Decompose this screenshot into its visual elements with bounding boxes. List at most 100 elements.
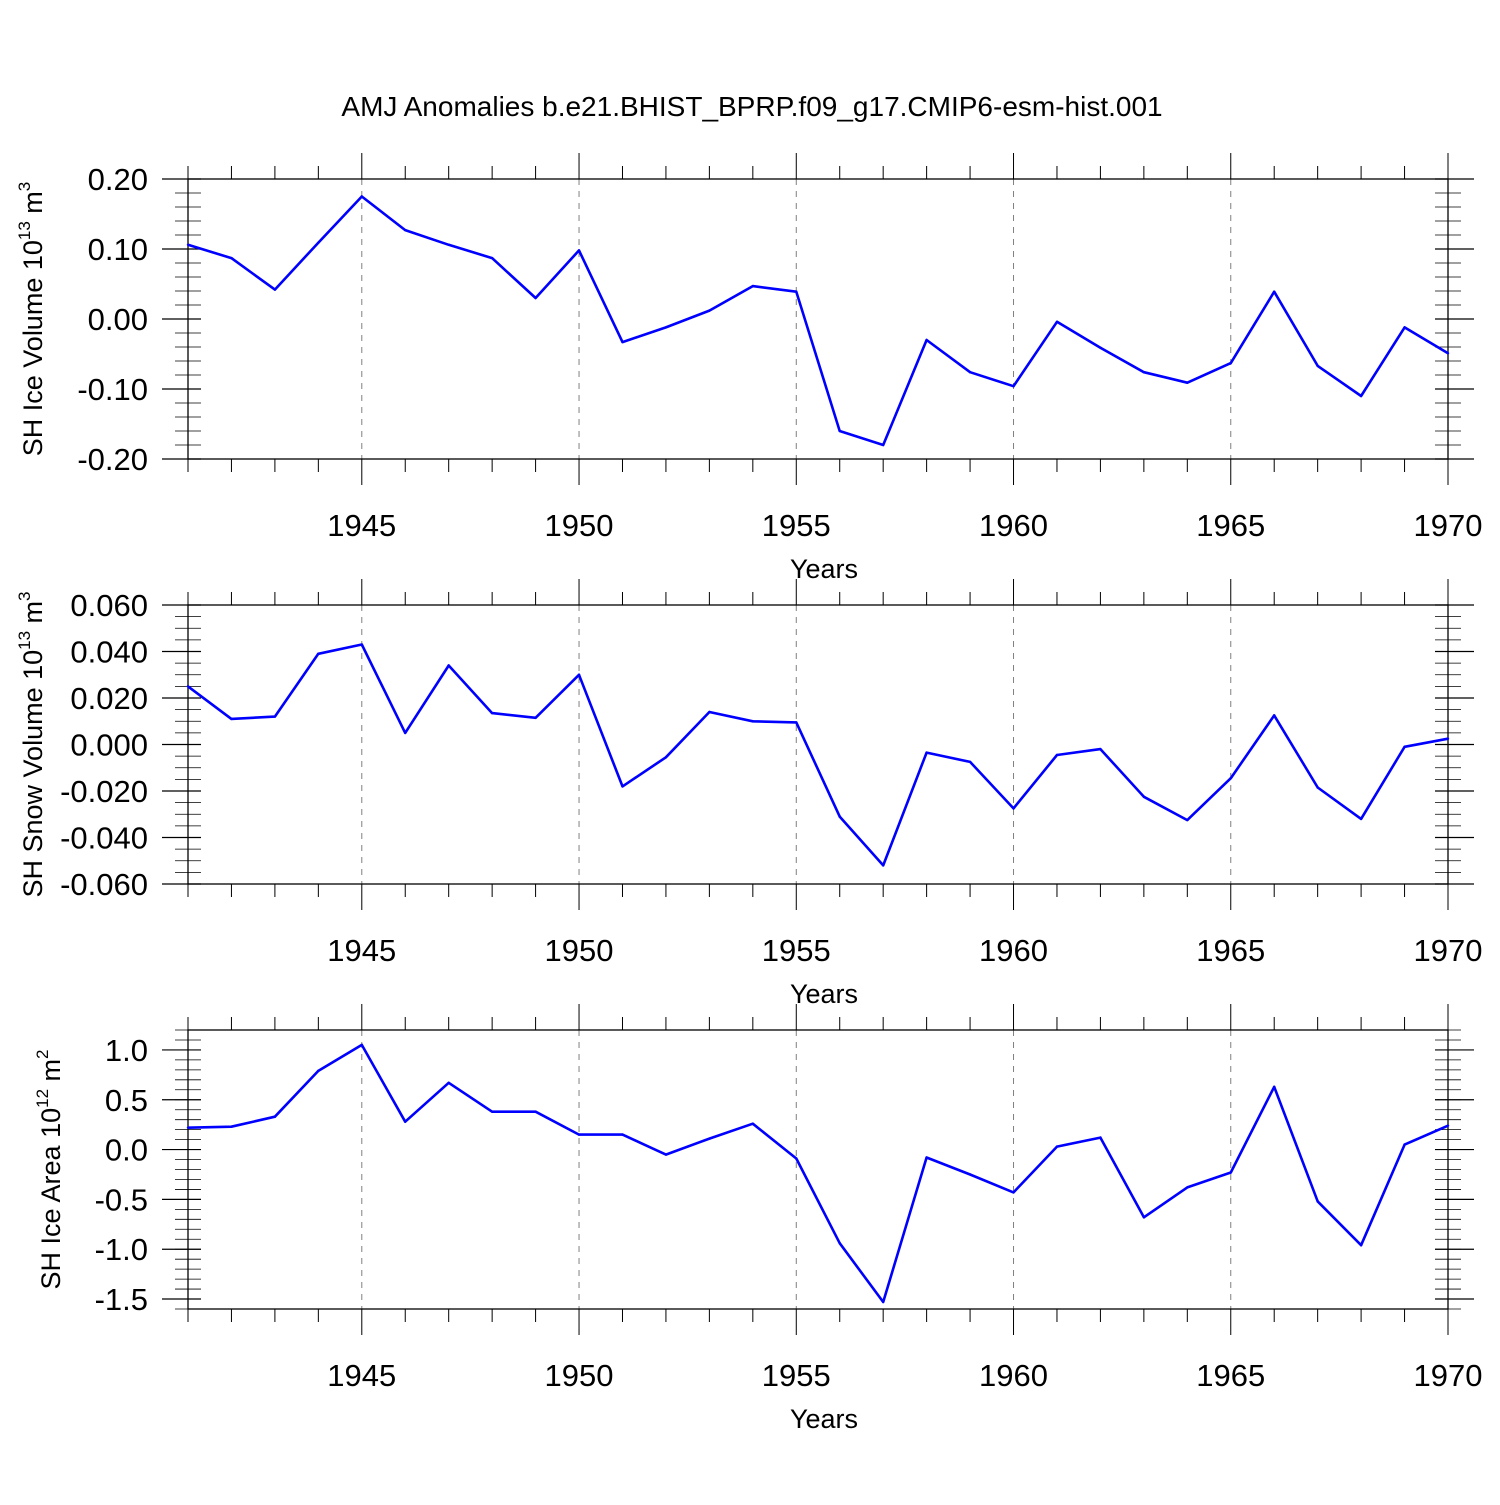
data-point (534, 716, 537, 719)
data-point (968, 371, 972, 374)
data-point (795, 1157, 798, 1160)
data-point (925, 751, 928, 754)
data-point (404, 731, 407, 735)
data-point (1316, 364, 1319, 368)
data-point (230, 717, 233, 721)
data-point (751, 1122, 755, 1125)
data-point (1186, 381, 1189, 384)
data-point (360, 195, 363, 198)
data-point (664, 326, 668, 329)
data-point (838, 1242, 841, 1245)
data-point (621, 340, 624, 344)
y-tick-label: 0.020 (70, 681, 148, 716)
data-point (404, 1120, 407, 1123)
data-point (1142, 371, 1146, 374)
y-tick-label: 1.0 (105, 1033, 148, 1068)
data-point (1099, 747, 1102, 751)
data-point (664, 1153, 668, 1156)
data-point (1142, 1216, 1146, 1219)
x-tick-label: 1955 (762, 933, 831, 968)
data-point (1055, 320, 1059, 323)
y-tick-label: 0.000 (70, 728, 148, 763)
y-tick-label: -1.5 (95, 1282, 148, 1317)
x-tick-label: 1945 (327, 508, 396, 543)
data-point (273, 715, 277, 718)
data-point (230, 1125, 233, 1128)
panel-2: 0.060 0.040 0.020 0.000 -0.020 -0.040 -0.060 19… (15, 579, 1482, 1009)
data-point (273, 288, 277, 291)
y-tick-label: -0.10 (77, 372, 148, 407)
data-point (1229, 361, 1232, 365)
data-point (1055, 1145, 1059, 1148)
series-line (187, 195, 1449, 447)
x-tick-label: 1960 (979, 1358, 1048, 1393)
chart-title: AMJ Anomalies b.e21.BHIST_BPRP.f09_g17.C… (341, 91, 1162, 122)
y-tick-label: 0.5 (105, 1083, 148, 1118)
series-line (187, 1043, 1449, 1304)
data-point (838, 815, 841, 818)
y-tick-label: 0.10 (88, 232, 148, 267)
data-point (795, 721, 798, 724)
data-point (1186, 1186, 1189, 1189)
data-point (1012, 385, 1015, 388)
data-point (1359, 1244, 1363, 1247)
data-point (447, 664, 450, 667)
data-point (968, 760, 972, 764)
data-point (1012, 807, 1015, 810)
series-line (187, 643, 1449, 867)
y-tick-label: -0.20 (77, 442, 148, 477)
data-point (1446, 1124, 1450, 1127)
x-tick-label: 1970 (1414, 508, 1483, 543)
x-tick-label: 1950 (545, 1358, 614, 1393)
data-point (1055, 753, 1059, 757)
data-point (621, 785, 624, 788)
data-point (1273, 714, 1276, 717)
x-tick-label: 1945 (327, 933, 396, 968)
data-point (1316, 786, 1319, 789)
data-point (1012, 1191, 1015, 1194)
x-tick-label: 1955 (762, 1358, 831, 1393)
data-point (317, 241, 320, 244)
data-point (925, 1156, 928, 1159)
data-point (1446, 737, 1450, 740)
data-point (1316, 1200, 1319, 1203)
data-point (1359, 817, 1363, 821)
data-point (577, 249, 581, 252)
data-point (925, 338, 928, 342)
y-tick-label: -1.0 (95, 1232, 148, 1267)
data-point (664, 756, 668, 759)
x-tick-label: 1965 (1196, 933, 1265, 968)
y-tick-label: 0.040 (70, 635, 148, 670)
x-tick-label: 1965 (1196, 508, 1265, 543)
data-point (273, 1115, 277, 1118)
data-point (447, 1081, 450, 1085)
data-point (1099, 346, 1102, 349)
data-point (708, 309, 711, 312)
y-tick-label: -0.040 (60, 821, 148, 856)
data-point (1229, 1171, 1232, 1174)
data-point (1403, 326, 1406, 329)
panel-1: 0.20 0.10 0.00 -0.10 -0.20 1945 1950 1955 1960 19… (15, 153, 1482, 584)
data-point (708, 710, 711, 714)
data-point (490, 711, 494, 715)
x-tick-label: 1960 (979, 508, 1048, 543)
y-tick-label: -0.060 (60, 867, 148, 902)
x-tick-label: 1945 (327, 1358, 396, 1393)
y-tick-label: 0.0 (105, 1133, 148, 1168)
y-tick-label: -0.5 (95, 1182, 148, 1217)
data-point (838, 429, 841, 433)
data-point (751, 720, 755, 723)
data-point (534, 296, 537, 300)
x-tick-label: 1950 (545, 933, 614, 968)
data-point (577, 1133, 581, 1136)
x-axis-label: Years (790, 554, 858, 584)
data-point (534, 1110, 537, 1113)
data-point (186, 243, 190, 246)
data-point (1273, 1085, 1276, 1088)
data-point (490, 256, 494, 260)
data-point (186, 1126, 190, 1129)
data-point (751, 284, 755, 288)
data-point (881, 864, 885, 867)
x-tick-label: 1965 (1196, 1358, 1265, 1393)
